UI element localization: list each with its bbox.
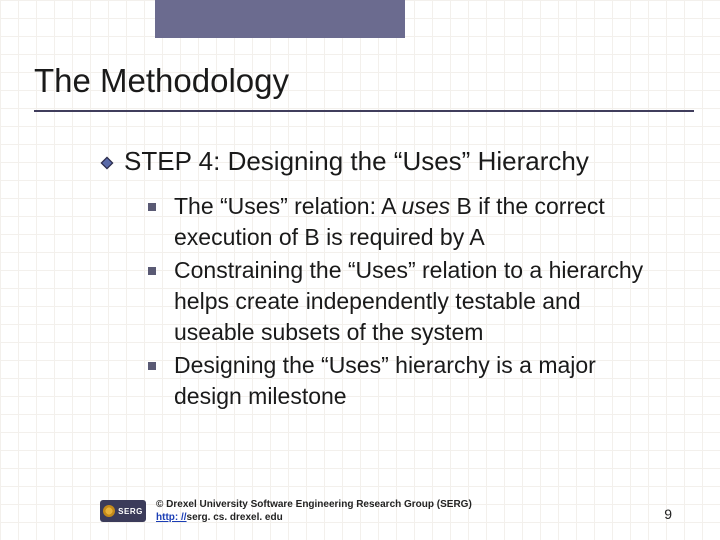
bullet-text: The “Uses” relation: A uses B if the cor… bbox=[174, 191, 660, 253]
url-line: http: //serg. cs. drexel. edu bbox=[156, 511, 472, 524]
list-item: Constraining the “Uses” relation to a hi… bbox=[148, 255, 660, 348]
serg-logo: SERG bbox=[100, 500, 146, 522]
bullet-text-pre: The “Uses” relation: A bbox=[174, 193, 402, 219]
square-bullet-icon bbox=[148, 203, 156, 211]
gear-icon bbox=[103, 505, 115, 517]
square-bullet-icon bbox=[148, 267, 156, 275]
bullet-text-pre: Designing the “Uses” hierarchy is a majo… bbox=[174, 352, 596, 409]
bullet-text: Constraining the “Uses” relation to a hi… bbox=[174, 255, 660, 348]
bullet-list: The “Uses” relation: A uses B if the cor… bbox=[0, 177, 720, 412]
step-heading-text: STEP 4: Designing the “Uses” Hierarchy bbox=[124, 146, 589, 177]
footer: SERG © Drexel University Software Engine… bbox=[100, 498, 690, 524]
list-item: The “Uses” relation: A uses B if the cor… bbox=[148, 191, 660, 253]
step-heading-row: STEP 4: Designing the “Uses” Hierarchy bbox=[0, 112, 720, 177]
bullet-text-italic: uses bbox=[402, 193, 451, 219]
bullet-text-pre: Constraining the “Uses” relation to a hi… bbox=[174, 257, 643, 345]
footer-url-tail: serg. cs. drexel. edu bbox=[187, 512, 283, 523]
bullet-text: Designing the “Uses” hierarchy is a majo… bbox=[174, 350, 660, 412]
logo-text: SERG bbox=[118, 507, 143, 516]
slide-title: The Methodology bbox=[34, 62, 720, 100]
footer-url-link[interactable]: http: // bbox=[156, 512, 187, 523]
page-number: 9 bbox=[664, 506, 672, 522]
title-area: The Methodology bbox=[0, 0, 720, 112]
list-item: Designing the “Uses” hierarchy is a majo… bbox=[148, 350, 660, 412]
copyright-line: © Drexel University Software Engineering… bbox=[156, 498, 472, 511]
square-bullet-icon bbox=[148, 362, 156, 370]
copyright-block: © Drexel University Software Engineering… bbox=[156, 498, 472, 524]
diamond-bullet-icon bbox=[100, 156, 114, 170]
slide-content: The Methodology STEP 4: Designing the “U… bbox=[0, 0, 720, 412]
